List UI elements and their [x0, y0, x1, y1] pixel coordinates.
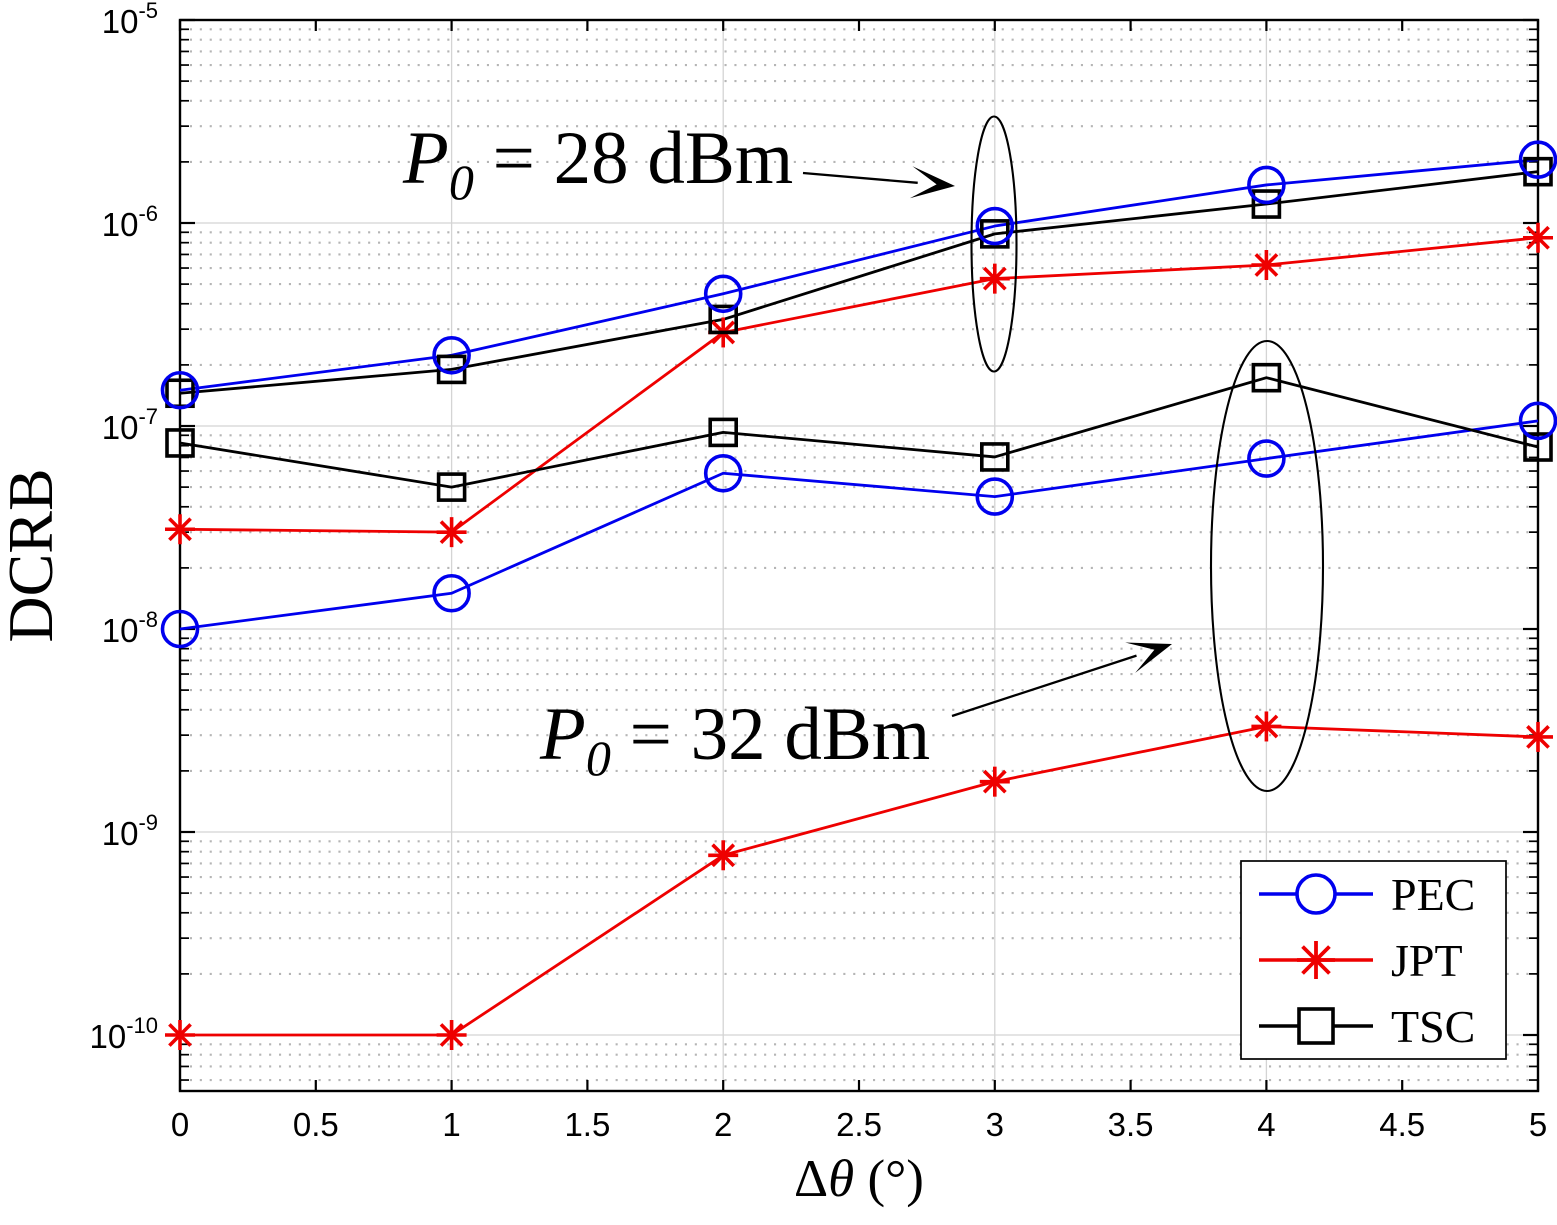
svg-text:10-8: 10-8 — [102, 607, 158, 649]
svg-text:3.5: 3.5 — [1108, 1106, 1154, 1143]
svg-text:10-5: 10-5 — [102, 0, 158, 40]
svg-text:10-10: 10-10 — [89, 1013, 158, 1055]
svg-text:P0 = 28 dBm: P0 = 28 dBm — [402, 117, 793, 210]
svg-text:1: 1 — [442, 1106, 460, 1143]
svg-text:2.5: 2.5 — [836, 1106, 882, 1143]
svg-text:10-7: 10-7 — [102, 404, 158, 446]
svg-text:10-9: 10-9 — [102, 810, 158, 852]
svg-text:1.5: 1.5 — [564, 1106, 610, 1143]
svg-text:3: 3 — [986, 1106, 1004, 1143]
svg-text:0: 0 — [171, 1106, 189, 1143]
svg-text:5: 5 — [1529, 1106, 1547, 1143]
svg-text:4.5: 4.5 — [1379, 1106, 1425, 1143]
svg-text:PEC: PEC — [1391, 869, 1475, 920]
svg-text:4: 4 — [1257, 1106, 1275, 1143]
svg-text:Δθ (°): Δθ (°) — [794, 1150, 924, 1208]
svg-text:P0 = 32 dBm: P0 = 32 dBm — [539, 693, 930, 786]
svg-text:0.5: 0.5 — [293, 1106, 339, 1143]
svg-text:TSC: TSC — [1391, 1001, 1475, 1052]
svg-text:10-6: 10-6 — [102, 201, 158, 243]
svg-text:DCRB: DCRB — [0, 468, 66, 642]
svg-text:JPT: JPT — [1391, 935, 1463, 986]
svg-text:2: 2 — [714, 1106, 732, 1143]
